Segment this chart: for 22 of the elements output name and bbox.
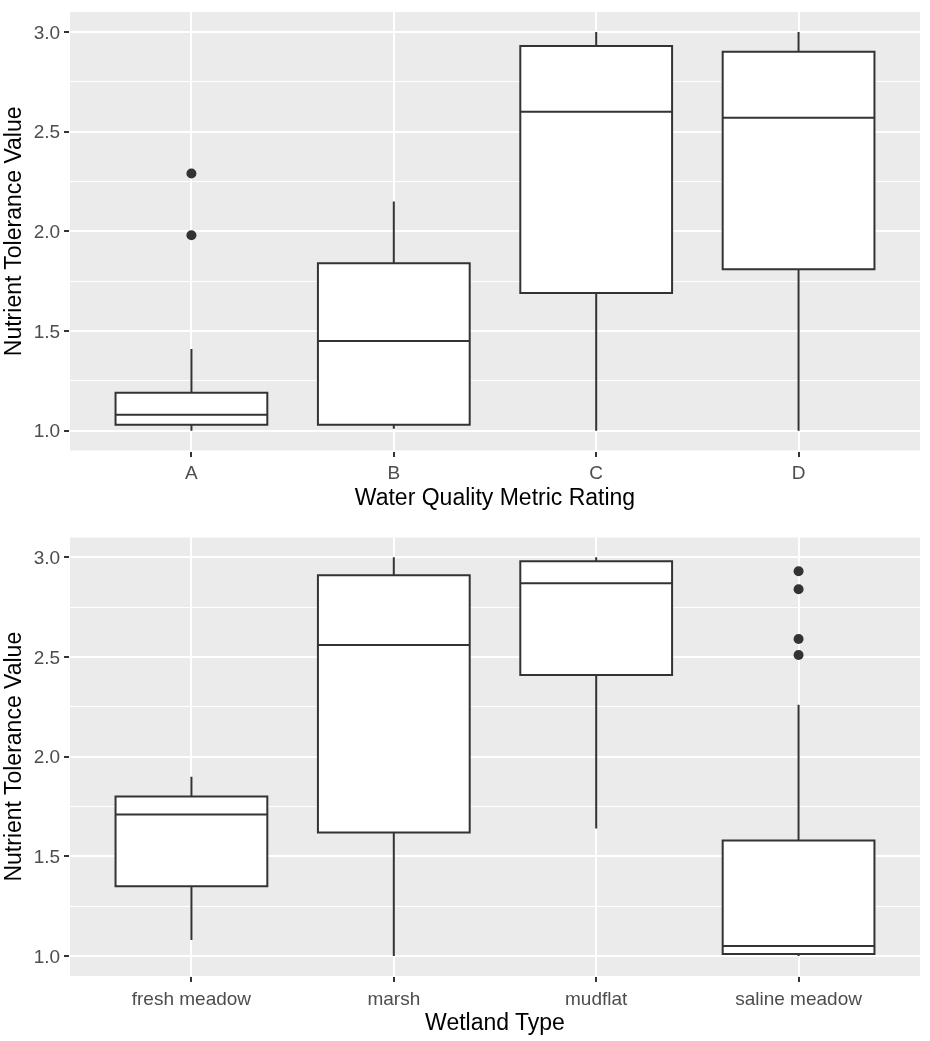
y-tick-label: 2.0: [33, 746, 61, 768]
y-tick-label: 1.0: [33, 420, 61, 442]
x-tick-label: fresh meadow: [131, 987, 252, 1009]
x-axis-title: Water Quality Metric Rating: [354, 484, 636, 511]
x-tick-label: saline meadow: [735, 987, 863, 1009]
y-tick-label: 2.0: [33, 220, 61, 242]
y-tick-label: 3.0: [33, 21, 61, 43]
x-tick-label: B: [387, 462, 401, 484]
x-tick-label: A: [185, 462, 199, 484]
y-tick-label: 1.5: [33, 846, 61, 868]
y-tick-label: 2.5: [33, 646, 61, 668]
x-tick-label: C: [589, 462, 604, 484]
x-axis-title: Wetland Type: [425, 1009, 565, 1036]
y-tick-label: 3.0: [33, 546, 61, 568]
y-axis-title: Nutrient Tolerance Value: [0, 106, 26, 357]
y-axis-title: Nutrient Tolerance Value: [0, 631, 26, 882]
y-tick-label: 1.5: [33, 320, 61, 342]
y-tick-label: 2.5: [33, 121, 61, 143]
y-tick-label: 1.0: [33, 945, 61, 967]
x-tick-label: marsh: [367, 987, 421, 1009]
x-tick-label: D: [791, 462, 806, 484]
x-tick-label: mudflat: [565, 987, 629, 1009]
